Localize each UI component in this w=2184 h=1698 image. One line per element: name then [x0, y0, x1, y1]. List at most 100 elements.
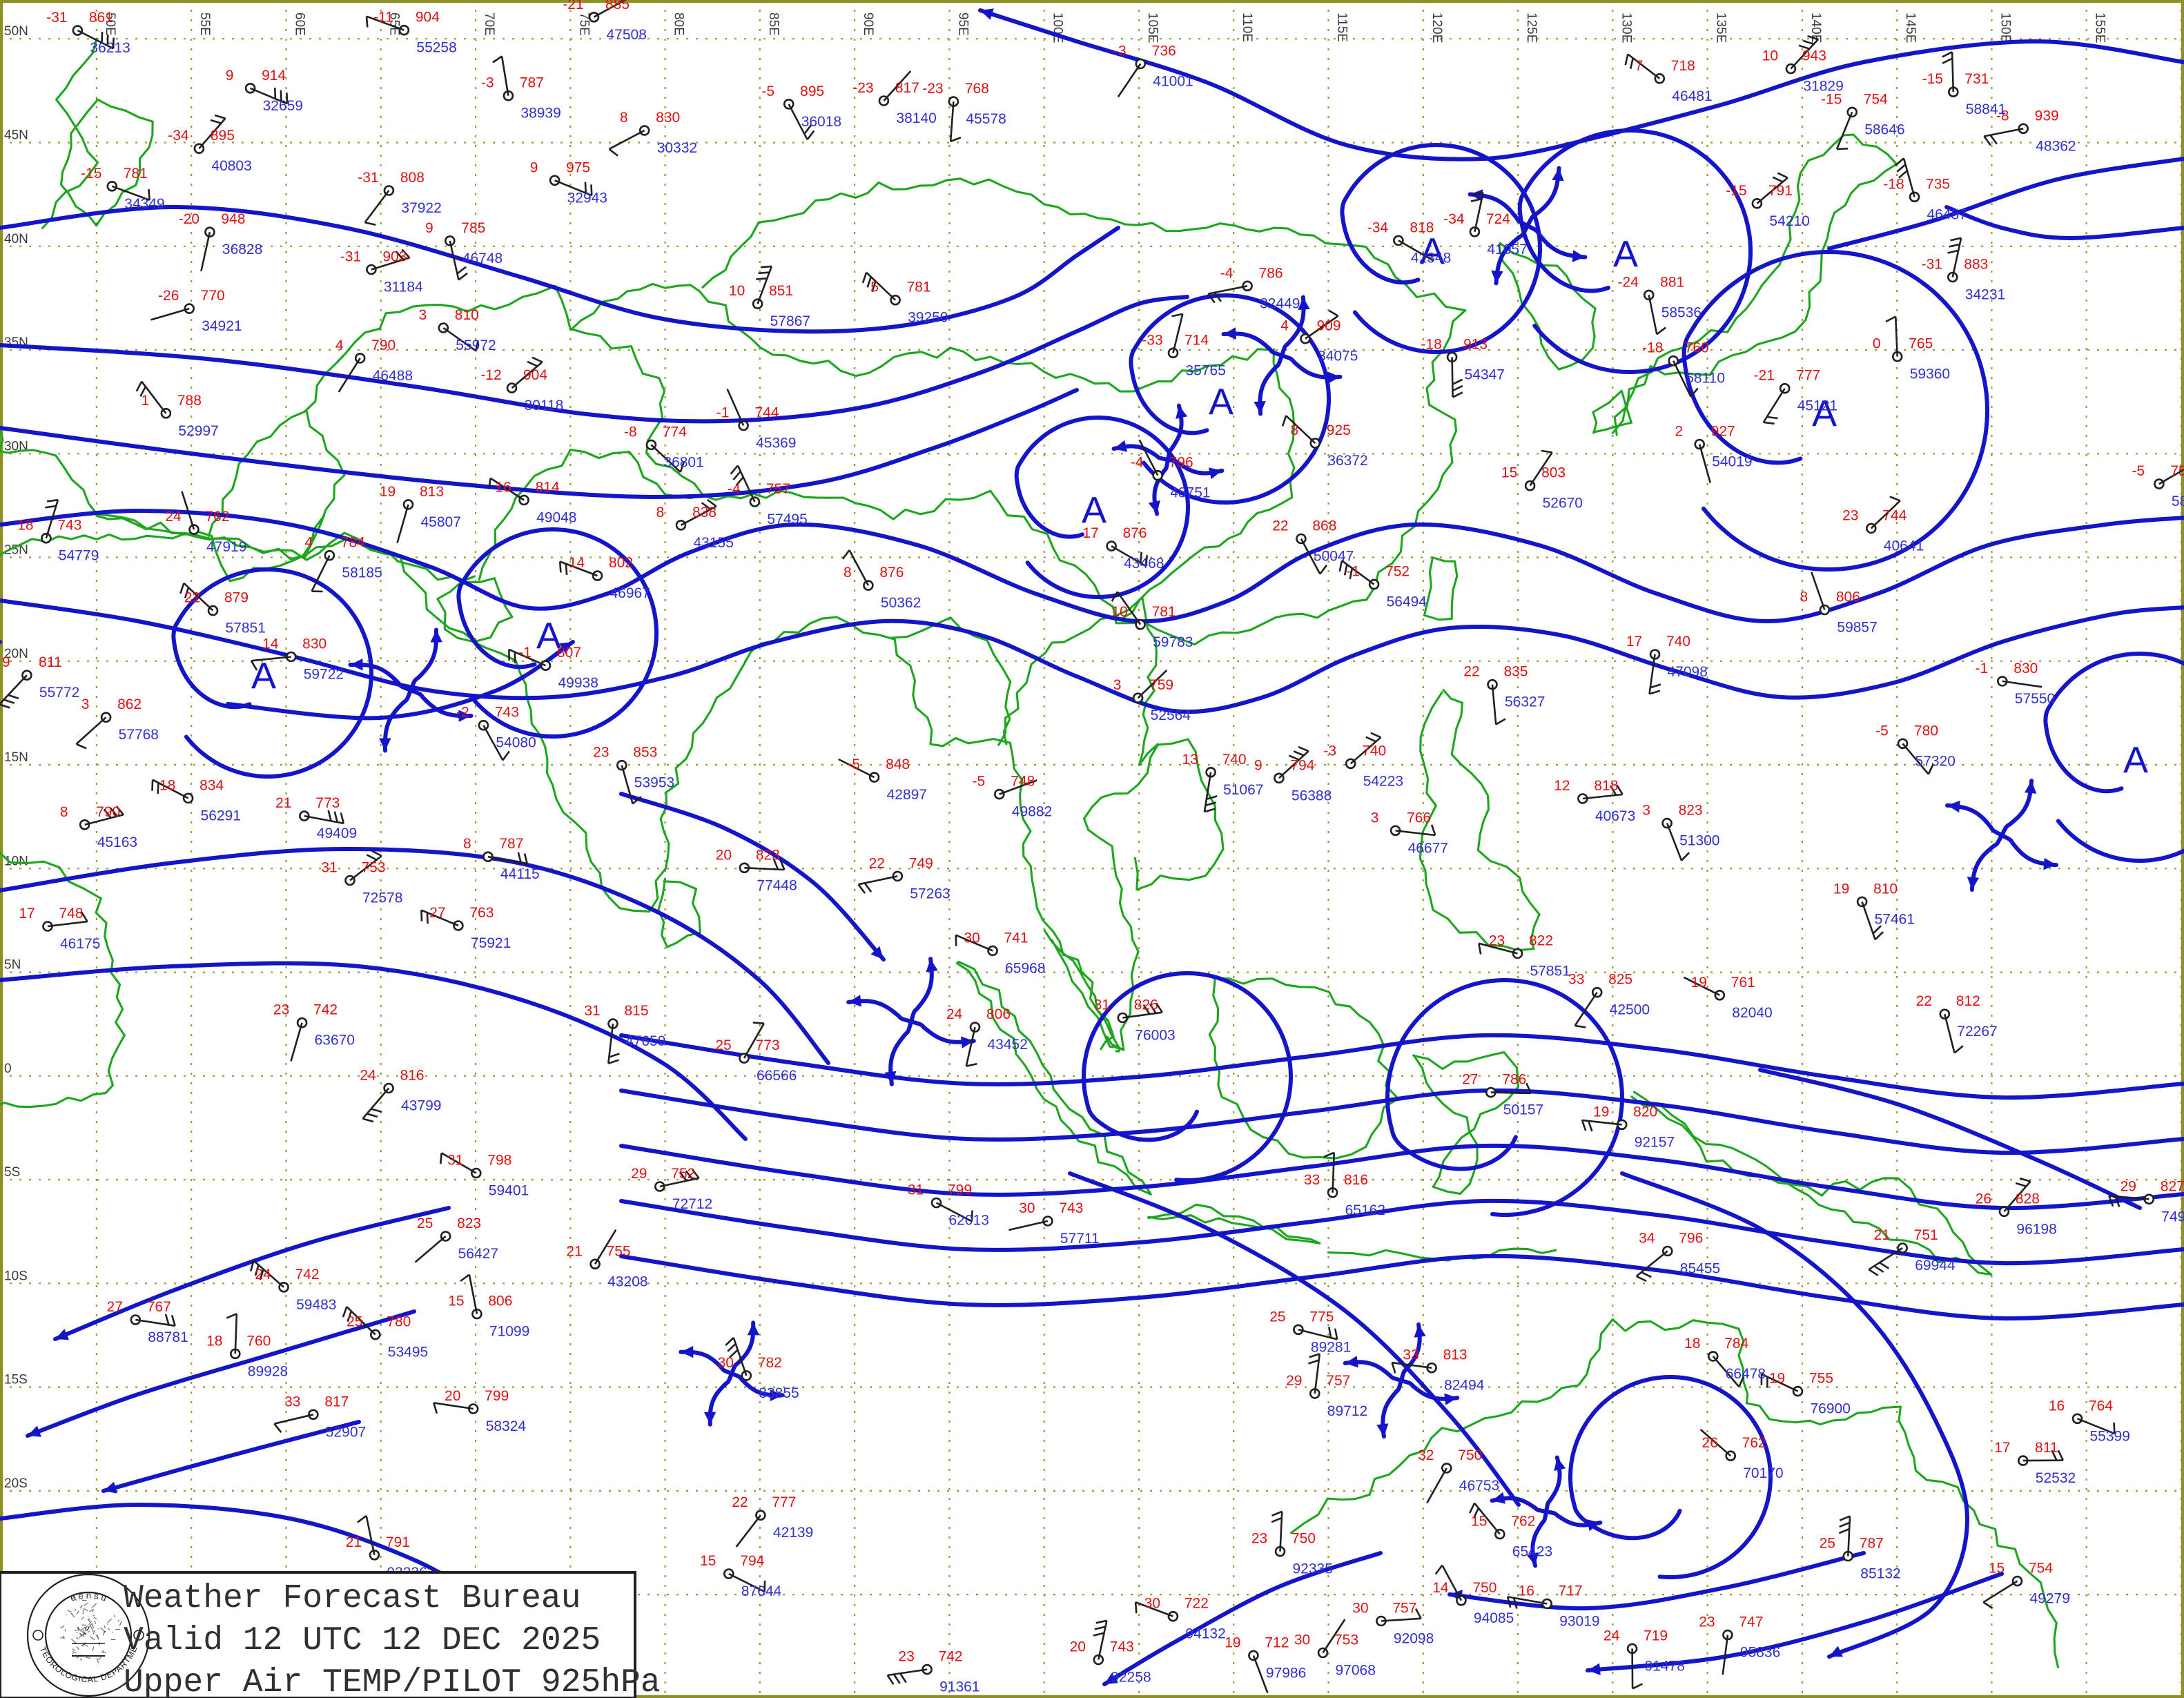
svg-text:780: 780 [387, 1314, 411, 1330]
svg-text:939: 939 [2035, 108, 2059, 124]
svg-text:40N: 40N [4, 232, 28, 246]
svg-text:91361: 91361 [939, 1679, 979, 1695]
svg-text:58536: 58536 [1661, 304, 1702, 320]
svg-text:740: 740 [1362, 743, 1386, 759]
svg-text:19: 19 [380, 484, 396, 500]
svg-text:155E: 155E [2093, 12, 2107, 43]
svg-text:52670: 52670 [1543, 496, 1583, 511]
svg-text:59857: 59857 [1837, 620, 1877, 636]
svg-text:Weather Forecast Bureau: Weather Forecast Bureau [124, 1580, 581, 1617]
svg-text:766: 766 [1407, 810, 1431, 826]
svg-text:-23: -23 [852, 80, 873, 96]
svg-text:765: 765 [1909, 336, 1933, 352]
svg-text:3: 3 [1642, 803, 1650, 819]
svg-text:784: 784 [341, 535, 365, 551]
svg-text:722: 722 [1184, 1596, 1209, 1612]
svg-text:45N: 45N [4, 128, 28, 143]
svg-text:150E: 150E [1998, 12, 2012, 43]
svg-text:32449: 32449 [1260, 295, 1300, 311]
svg-text:719: 719 [1644, 1628, 1668, 1643]
svg-text:4: 4 [305, 535, 313, 551]
svg-text:94085: 94085 [1474, 1610, 1514, 1626]
svg-text:3: 3 [1371, 810, 1379, 826]
svg-text:56427: 56427 [458, 1246, 498, 1262]
svg-text:-33: -33 [1142, 332, 1162, 348]
svg-text:34: 34 [1639, 1231, 1655, 1247]
svg-text:799: 799 [948, 1182, 972, 1198]
svg-text:751: 751 [1914, 1227, 1938, 1243]
svg-text:8: 8 [60, 804, 68, 820]
svg-text:810: 810 [1873, 881, 1898, 897]
svg-text:17: 17 [19, 906, 35, 921]
svg-text:120E: 120E [1430, 12, 1444, 43]
svg-text:750: 750 [1458, 1447, 1482, 1463]
svg-text:787: 787 [520, 75, 544, 91]
svg-text:816: 816 [400, 1068, 425, 1084]
svg-text:3: 3 [81, 696, 90, 712]
svg-text:34231: 34231 [1965, 287, 2005, 303]
svg-text:54080: 54080 [496, 735, 536, 751]
svg-text:52997: 52997 [178, 423, 218, 439]
svg-text:735: 735 [1926, 176, 1950, 192]
svg-text:75921: 75921 [471, 935, 511, 951]
svg-text:744: 744 [1882, 507, 1907, 523]
svg-text:26: 26 [1702, 1435, 1718, 1451]
svg-text:811: 811 [2035, 1440, 2058, 1456]
svg-text:48362: 48362 [2036, 138, 2076, 154]
svg-text:36372: 36372 [1327, 453, 1367, 469]
svg-text:8: 8 [656, 505, 665, 520]
svg-text:7: 7 [1635, 58, 1643, 74]
svg-text:753: 753 [1334, 1632, 1358, 1648]
svg-text:-34: -34 [1443, 211, 1465, 227]
svg-text:57461: 57461 [1875, 911, 1915, 927]
svg-text:30: 30 [1019, 1200, 1035, 1216]
svg-text:806: 806 [986, 1006, 1011, 1022]
svg-text:752: 752 [671, 1166, 695, 1182]
svg-text:24: 24 [1603, 1628, 1620, 1643]
svg-text:135E: 135E [1714, 12, 1728, 43]
svg-text:23: 23 [898, 1649, 914, 1665]
svg-text:12: 12 [1554, 778, 1570, 794]
svg-text:72712: 72712 [672, 1196, 712, 1212]
svg-text:791: 791 [386, 1534, 410, 1550]
svg-text:22: 22 [732, 1494, 748, 1510]
svg-text:57711: 57711 [1060, 1231, 1100, 1247]
svg-text:774: 774 [663, 424, 687, 440]
svg-text:54223: 54223 [1363, 773, 1403, 789]
svg-text:806: 806 [488, 1294, 512, 1309]
svg-text:38140: 38140 [896, 110, 936, 126]
svg-text:9: 9 [1254, 757, 1262, 773]
svg-text:46481: 46481 [1672, 88, 1712, 104]
svg-text:835: 835 [1503, 664, 1528, 680]
svg-text:-26: -26 [158, 288, 179, 304]
svg-text:90E: 90E [861, 12, 875, 36]
svg-text:36018: 36018 [801, 114, 841, 130]
svg-text:743: 743 [1110, 1639, 1134, 1655]
svg-text:33: 33 [1568, 972, 1584, 988]
svg-text:895: 895 [800, 84, 824, 99]
svg-text:72578: 72578 [362, 890, 402, 906]
svg-text:-5: -5 [847, 757, 860, 772]
svg-text:30: 30 [1144, 1596, 1160, 1612]
svg-text:95836: 95836 [1740, 1645, 1780, 1661]
svg-text:92258: 92258 [1111, 1670, 1151, 1686]
svg-text:24: 24 [946, 1006, 963, 1022]
svg-text:853: 853 [633, 745, 657, 761]
svg-text:89281: 89281 [1311, 1339, 1351, 1355]
svg-text:21: 21 [566, 1243, 582, 1259]
svg-text:45369: 45369 [756, 436, 796, 451]
svg-text:948: 948 [221, 211, 245, 227]
svg-text:42348: 42348 [1411, 250, 1451, 266]
svg-text:54210: 54210 [1769, 213, 1809, 229]
svg-text:16: 16 [495, 480, 511, 496]
svg-text:27: 27 [429, 905, 445, 921]
svg-text:755: 755 [1809, 1371, 1833, 1387]
svg-text:817: 817 [324, 1394, 349, 1409]
svg-text:69944: 69944 [1915, 1258, 1956, 1274]
svg-text:46748: 46748 [462, 251, 503, 266]
svg-text:33: 33 [1304, 1172, 1320, 1188]
svg-text:763: 763 [469, 905, 494, 921]
svg-text:32: 32 [1418, 1447, 1434, 1463]
svg-text:768: 768 [965, 81, 989, 97]
svg-text:22: 22 [869, 855, 885, 871]
